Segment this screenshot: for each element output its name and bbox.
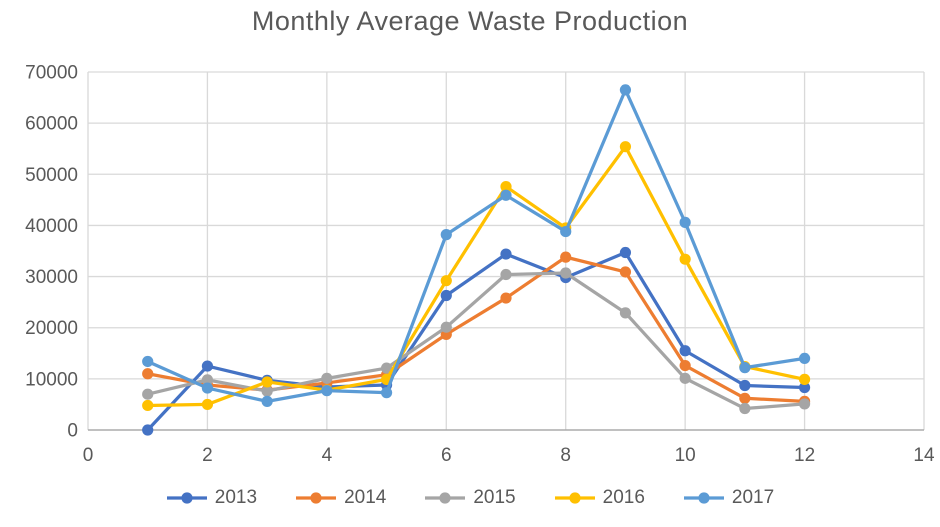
series-line-2016 <box>146 145 807 408</box>
legend-label: 2016 <box>602 487 645 508</box>
data-point-2015-m5 <box>380 362 393 374</box>
legend-item-2014: 2014 <box>295 487 386 509</box>
series-line-2015 <box>146 271 807 411</box>
legend-label: 2014 <box>344 487 387 508</box>
data-point-2016-m10 <box>679 253 691 265</box>
legend-item-2015: 2015 <box>424 487 516 509</box>
legend-item-2016: 2016 <box>554 487 645 509</box>
data-point-2014-m9 <box>619 266 632 278</box>
data-point-2013-m10 <box>679 345 691 357</box>
data-point-2015-m2 <box>201 374 214 386</box>
data-point-2017-m9 <box>619 84 632 96</box>
y-tick-label: 50000 <box>25 165 78 186</box>
data-point-2017-m3 <box>261 395 273 407</box>
data-point-2013-m9 <box>619 246 632 259</box>
data-point-2017-m1 <box>142 355 154 368</box>
y-tick-label: 30000 <box>25 267 78 288</box>
data-point-2017-m5 <box>380 387 393 399</box>
chart-title: Monthly Average Waste Production <box>251 6 689 36</box>
y-tick-label: 60000 <box>25 114 78 135</box>
legend-marker-icon <box>296 492 337 504</box>
data-point-2013-m2 <box>201 360 214 372</box>
legend-label: 2013 <box>214 487 258 508</box>
legend-marker-icon <box>683 492 724 504</box>
series-2015 <box>142 267 811 415</box>
series-line-2014 <box>146 255 807 403</box>
series-2017 <box>142 84 811 407</box>
legend: 2013 2014 2015 2016 2017 <box>0 487 940 509</box>
x-tick-label: 0 <box>83 445 94 466</box>
data-point-2013-m11 <box>739 379 751 392</box>
x-tick-label: 12 <box>794 445 815 466</box>
data-point-2015-m1 <box>142 388 154 400</box>
data-point-2017-m11 <box>739 362 751 374</box>
x-tick-label: 6 <box>441 445 452 466</box>
data-point-2015-m6 <box>440 321 452 333</box>
y-tick-label: 10000 <box>25 369 78 390</box>
data-point-2016-m3 <box>261 376 273 388</box>
data-point-2014-m8 <box>560 251 572 263</box>
data-point-2016-m12 <box>798 373 811 385</box>
data-point-2016-m9 <box>619 141 632 153</box>
data-point-2014-m7 <box>500 292 512 304</box>
data-point-2017-m10 <box>679 216 691 228</box>
data-point-2015-m3 <box>261 385 273 397</box>
data-point-2017-m7 <box>500 189 512 201</box>
data-point-2014-m11 <box>739 392 751 404</box>
data-point-2017-m4 <box>321 385 333 397</box>
x-tick-label: 14 <box>913 445 935 466</box>
data-point-2017-m6 <box>440 229 452 241</box>
data-point-2017-m12 <box>798 352 811 364</box>
data-point-2016-m6 <box>440 275 452 287</box>
series-line-2013 <box>146 250 807 432</box>
legend-label: 2017 <box>731 487 775 508</box>
data-point-2013-m7 <box>500 248 512 260</box>
data-point-2015-m12 <box>798 398 811 410</box>
legend-marker-icon <box>166 492 207 504</box>
data-point-2015-m10 <box>679 372 691 384</box>
data-point-2013-m6 <box>440 289 452 302</box>
series-2013 <box>142 246 811 436</box>
x-tick-label: 4 <box>322 445 333 466</box>
data-point-2017-m2 <box>201 382 214 394</box>
plot-area: 0 10000 20000 30000 40000 50000 60000 70000 0 2 4 6… <box>25 63 935 467</box>
y-tick-label: 40000 <box>25 216 78 237</box>
data-point-2013-m1 <box>142 424 154 436</box>
y-tick-label: 70000 <box>25 63 78 84</box>
data-point-2013-m12 <box>798 381 811 394</box>
data-point-2015-m11 <box>739 402 751 415</box>
legend-item-2013: 2013 <box>166 487 257 509</box>
y-tick-label: 0 <box>67 421 78 442</box>
data-point-2015-m4 <box>321 372 333 384</box>
data-point-2015-m7 <box>500 268 512 281</box>
legend-marker-icon <box>425 492 466 504</box>
data-point-2016-m1 <box>142 399 154 412</box>
series-line-2017 <box>146 88 807 403</box>
data-point-2016-m7 <box>500 180 512 193</box>
legend-label: 2015 <box>473 487 516 508</box>
legend-item-2017: 2017 <box>683 487 774 509</box>
x-tick-label: 10 <box>675 445 696 466</box>
y-tick-label: 20000 <box>25 318 78 339</box>
data-point-2015-m8 <box>560 267 572 279</box>
data-point-2014-m1 <box>142 368 154 380</box>
data-point-2014-m10 <box>679 359 691 372</box>
legend-marker-icon <box>554 492 595 504</box>
x-tick-label: 2 <box>202 445 213 466</box>
data-point-2017-m8 <box>560 225 572 238</box>
x-tick-label: 8 <box>560 445 571 466</box>
data-point-2016-m2 <box>201 398 214 411</box>
data-point-2015-m9 <box>619 307 632 319</box>
